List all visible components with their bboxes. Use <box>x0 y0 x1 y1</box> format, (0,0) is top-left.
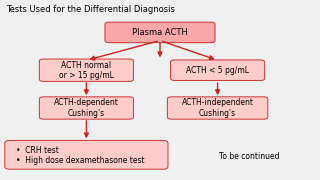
FancyBboxPatch shape <box>105 22 215 43</box>
Text: ACTH normal
or > 15 pg/mL: ACTH normal or > 15 pg/mL <box>59 60 114 80</box>
FancyBboxPatch shape <box>39 59 133 81</box>
FancyBboxPatch shape <box>171 60 265 80</box>
Text: ACTH-dependent
Cushing's: ACTH-dependent Cushing's <box>54 98 119 118</box>
FancyBboxPatch shape <box>5 140 168 169</box>
Text: ACTH-independent
Cushing's: ACTH-independent Cushing's <box>182 98 254 118</box>
Text: ACTH < 5 pg/mL: ACTH < 5 pg/mL <box>186 66 249 75</box>
Text: Tests Used for the Differential Diagnosis: Tests Used for the Differential Diagnosi… <box>6 5 175 14</box>
Text: Plasma ACTH: Plasma ACTH <box>132 28 188 37</box>
Text: •  CRH test: • CRH test <box>16 146 59 155</box>
Text: •  High dose dexamethasone test: • High dose dexamethasone test <box>16 156 145 165</box>
FancyBboxPatch shape <box>167 97 268 119</box>
FancyBboxPatch shape <box>39 97 133 119</box>
Text: To be continued: To be continued <box>219 152 280 161</box>
